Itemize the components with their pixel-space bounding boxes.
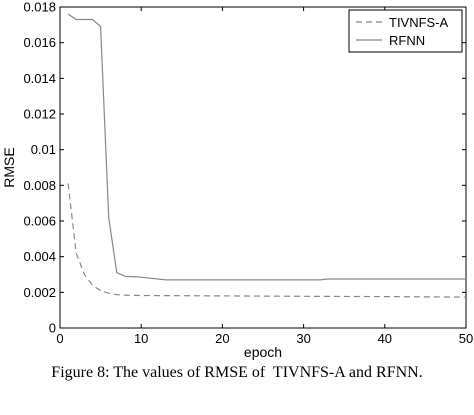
y-tick-label: 0.014 xyxy=(23,71,56,86)
y-tick-label: 0.002 xyxy=(23,285,56,300)
y-tick-label: 0.018 xyxy=(23,0,56,15)
x-tick-label: 30 xyxy=(296,331,310,346)
x-tick-label: 10 xyxy=(134,331,148,346)
y-tick-label: 0 xyxy=(49,321,56,336)
x-axis-label: epoch xyxy=(244,344,282,360)
y-tick-label: 0.01 xyxy=(31,142,56,157)
figure-caption: Figure 8: The values of RMSE of TIVNFS-A… xyxy=(51,364,423,381)
y-tick-label: 0.006 xyxy=(23,214,56,229)
plot-frame xyxy=(59,6,467,329)
x-tick-label: 50 xyxy=(459,331,473,346)
legend-label-tivnfs-a: TIVNFS-A xyxy=(389,15,449,30)
legend-box xyxy=(348,9,463,53)
x-tick-label: 20 xyxy=(215,331,229,346)
legend-label-rfnn: RFNN xyxy=(389,33,425,48)
y-tick-label: 0.012 xyxy=(23,107,56,122)
series-layer xyxy=(67,13,467,298)
series-line-tivnfs-a xyxy=(67,183,467,298)
legend: TIVNFS-A RFNN xyxy=(348,9,463,53)
axis-ticks: 0 10 20 30 40 50 0 0.002 0.004 0.006 0.008 0.01 0.01… xyxy=(23,0,473,346)
x-tick-label: 0 xyxy=(56,331,63,346)
y-tick-label: 0.004 xyxy=(23,249,56,264)
x-tick-label: 40 xyxy=(378,331,392,346)
y-axis-label: RMSE xyxy=(1,147,17,187)
y-tick-label: 0.008 xyxy=(23,178,56,193)
y-tick-label: 0.016 xyxy=(23,35,56,50)
series-line-rfnn xyxy=(67,13,466,281)
rmse-chart: 0 10 20 30 40 50 0 0.002 0.004 0.006 0.008 0.01 0.01… xyxy=(1,0,473,360)
